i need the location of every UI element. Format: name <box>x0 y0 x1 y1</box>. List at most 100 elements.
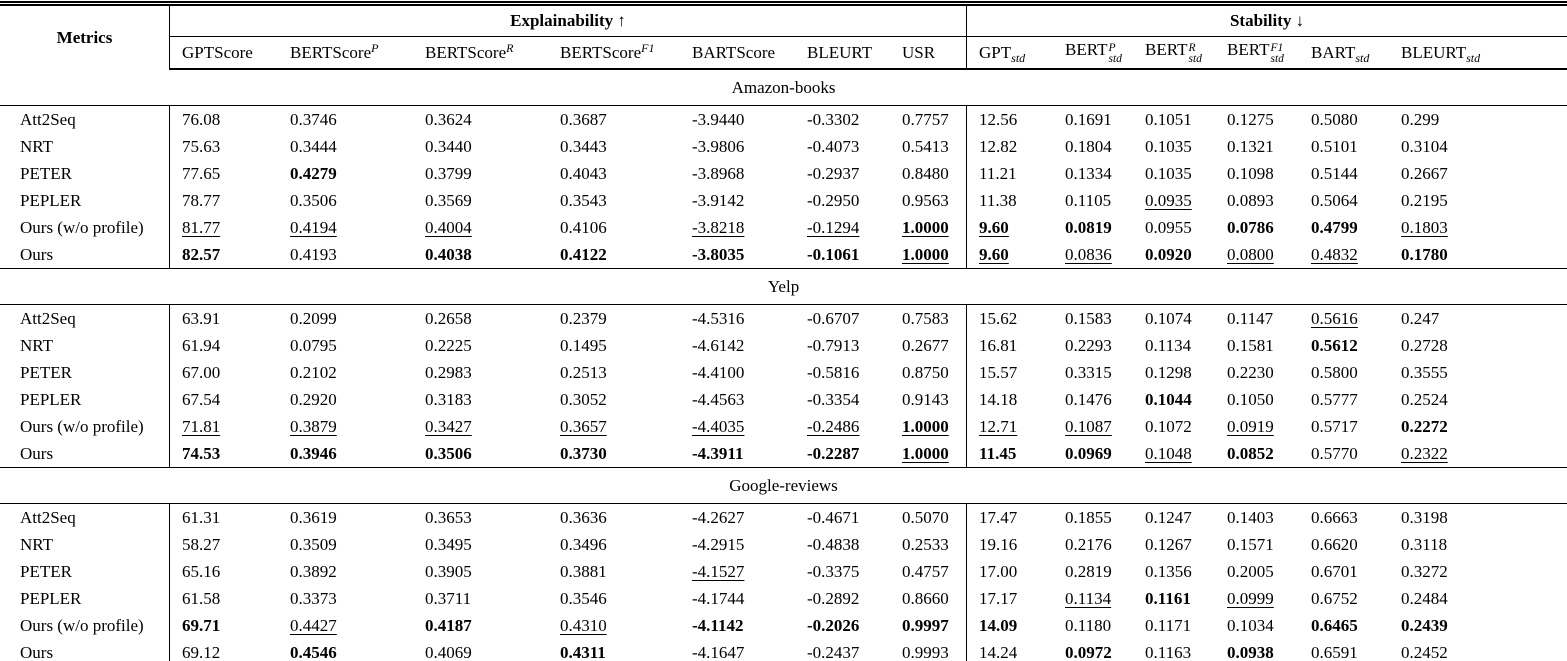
value-cell: 0.2195 <box>1389 187 1567 214</box>
value-cell: -0.2950 <box>795 187 890 214</box>
value-cell: 0.1855 <box>1053 504 1133 531</box>
value-cell: 67.00 <box>170 359 278 386</box>
metric-value: 0.3506 <box>425 443 472 463</box>
metric-value: 76.08 <box>182 109 221 129</box>
value-cell: 11.21 <box>967 160 1053 187</box>
metric-value: 0.2225 <box>425 335 472 355</box>
metric-value: 0.3440 <box>425 136 472 156</box>
metrics-corner-label: Metrics <box>56 28 113 47</box>
value-cell: -0.3354 <box>795 386 890 413</box>
metric-value: 0.3636 <box>560 507 607 527</box>
value-cell: 0.4187 <box>413 612 548 639</box>
value-cell: 0.1571 <box>1215 531 1299 558</box>
metric-value: 0.1044 <box>1145 389 1192 409</box>
metric-value: 17.17 <box>979 588 1018 608</box>
metric-value: 0.1571 <box>1227 534 1274 554</box>
column-header-base: BART <box>1311 42 1356 62</box>
metric-value: 0.3315 <box>1065 362 1112 382</box>
value-cell: 0.4799 <box>1299 214 1389 241</box>
metric-value: -3.8218 <box>692 217 745 237</box>
value-cell: -4.4100 <box>680 359 795 386</box>
metric-value: 0.4106 <box>560 217 607 237</box>
metric-value: 0.4069 <box>425 642 472 661</box>
metric-value: 0.1163 <box>1145 642 1192 661</box>
dataset-section-row: Google-reviews <box>0 467 1567 504</box>
metric-value: 0.0893 <box>1227 190 1274 210</box>
metric-value: -0.6707 <box>807 308 860 328</box>
metric-value: 0.1105 <box>1065 190 1112 210</box>
value-cell: 0.6620 <box>1299 531 1389 558</box>
column-header: BARTstd <box>1299 37 1390 70</box>
metric-value: 0.1051 <box>1145 109 1192 129</box>
value-cell: 17.47 <box>967 504 1053 531</box>
value-cell: -0.2937 <box>795 160 890 187</box>
method-label-cell: PEPLER <box>0 386 170 413</box>
value-cell: 0.1072 <box>1133 413 1215 440</box>
method-label: PEPLER <box>20 389 82 409</box>
value-cell: 0.5777 <box>1299 386 1389 413</box>
value-cell: 0.3506 <box>278 187 413 214</box>
metric-value: 0.3946 <box>290 443 337 463</box>
value-cell: 0.0795 <box>278 332 413 359</box>
value-cell: 0.2322 <box>1389 440 1567 467</box>
method-label-cell: Ours (w/o profile) <box>0 413 170 440</box>
value-cell: 67.54 <box>170 386 278 413</box>
dataset-section-label: Yelp <box>767 276 800 296</box>
metric-value: 0.6701 <box>1311 561 1358 581</box>
metric-value: 17.00 <box>979 561 1018 581</box>
column-header-base: GPT <box>979 42 1012 62</box>
value-cell: 0.2439 <box>1389 612 1567 639</box>
metric-value: 0.5777 <box>1311 389 1358 409</box>
metric-value: 0.2524 <box>1401 389 1448 409</box>
metric-value: 0.3619 <box>290 507 337 527</box>
column-header-base: BLEURT <box>1401 42 1467 62</box>
table-row: PETER 67.00 0.2102 0.2983 0.2513 -4.4100 -0.58… <box>0 359 1567 386</box>
value-cell: 0.0972 <box>1053 639 1133 661</box>
column-header-base: BLEURT <box>807 42 873 62</box>
value-cell: 0.3272 <box>1389 558 1567 585</box>
value-cell: 0.3506 <box>413 440 548 467</box>
column-header-base: BERTScore <box>290 42 372 62</box>
metric-value: 0.9997 <box>902 615 949 635</box>
value-cell: -0.2287 <box>795 440 890 467</box>
value-cell: 75.63 <box>170 133 278 160</box>
metric-value: 0.4757 <box>902 561 949 581</box>
value-cell: 0.4038 <box>413 241 548 268</box>
value-cell: 1.0000 <box>890 241 968 268</box>
value-cell: 0.1581 <box>1215 332 1299 359</box>
value-cell: 0.3443 <box>548 133 680 160</box>
metric-value: 0.3272 <box>1401 561 1448 581</box>
column-header: BERT F1 std <box>1215 37 1300 70</box>
method-label-cell: Att2Seq <box>0 305 170 332</box>
metric-value: 0.2293 <box>1065 335 1112 355</box>
value-cell: 0.2272 <box>1389 413 1567 440</box>
metric-value: 0.3569 <box>425 190 472 210</box>
column-header-base: BERT <box>1065 40 1108 59</box>
value-cell: 0.0819 <box>1053 214 1133 241</box>
value-cell: 0.1495 <box>548 332 680 359</box>
column-header-sup: P <box>371 40 379 55</box>
value-cell: 0.1171 <box>1133 612 1215 639</box>
metric-value: -0.1294 <box>807 217 860 237</box>
metric-value: -0.3354 <box>807 389 860 409</box>
metric-value: 0.9563 <box>902 190 949 210</box>
metric-value: 0.2658 <box>425 308 472 328</box>
value-cell: -0.4073 <box>795 133 890 160</box>
value-cell: 0.4194 <box>278 214 413 241</box>
metric-value: 0.1356 <box>1145 561 1192 581</box>
metric-value: 0.5144 <box>1311 163 1358 183</box>
value-cell: 0.1048 <box>1133 440 1215 467</box>
metric-value: 0.1780 <box>1401 244 1448 264</box>
metric-value: -0.2486 <box>807 416 860 436</box>
value-cell: 0.0938 <box>1215 639 1299 661</box>
method-label-cell: Ours (w/o profile) <box>0 214 170 241</box>
value-cell: -0.3375 <box>795 558 890 585</box>
metric-value: -0.2950 <box>807 190 860 210</box>
dataset-section-header: Google-reviews <box>0 467 1567 504</box>
metric-value: -0.2287 <box>807 443 860 463</box>
table-row: NRT 58.27 0.3509 0.3495 0.3496 -4.2915 -0.4838… <box>0 531 1567 558</box>
value-cell: 0.6701 <box>1299 558 1389 585</box>
value-cell: -4.4035 <box>680 413 795 440</box>
